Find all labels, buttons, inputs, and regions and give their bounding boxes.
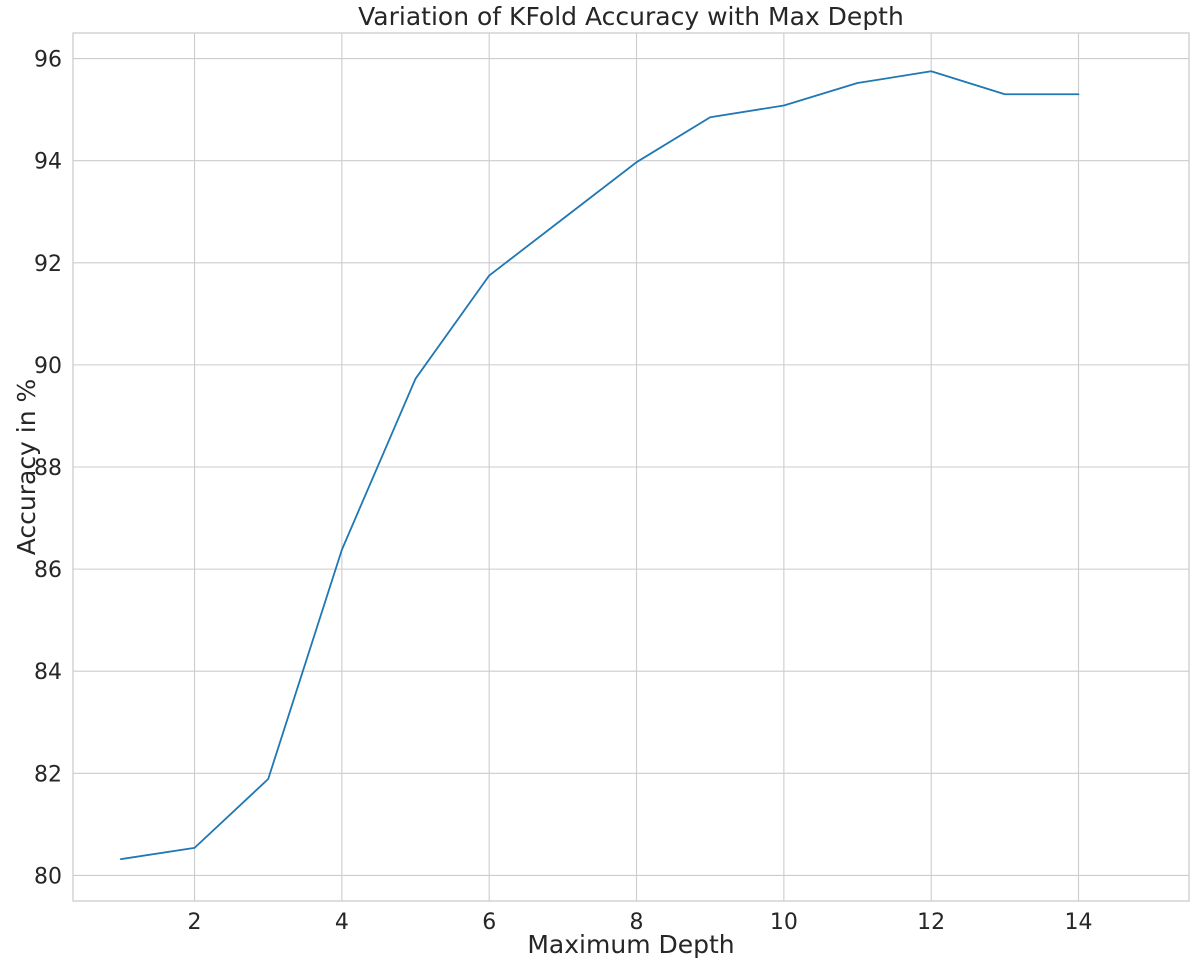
- x-tick-label: 4: [335, 910, 349, 935]
- x-tick-label: 6: [482, 910, 496, 935]
- x-tick-label: 14: [1065, 910, 1093, 935]
- x-tick-label: 2: [188, 910, 202, 935]
- y-tick-label: 82: [34, 762, 62, 787]
- y-tick-label: 92: [34, 252, 62, 277]
- y-tick-label: 94: [34, 150, 62, 175]
- x-tick-label: 8: [630, 910, 644, 935]
- chart-title: Variation of KFold Accuracy with Max Dep…: [358, 2, 904, 31]
- y-tick-label: 86: [34, 558, 62, 583]
- x-tick-labels: 2 4 6 8 10 12 14: [188, 910, 1093, 935]
- plot-frame: [72, 32, 1190, 902]
- y-tick-label: 90: [34, 354, 62, 379]
- x-tick-label: 10: [770, 910, 798, 935]
- series-line: [119, 70, 1080, 861]
- y-tick-label: 88: [34, 456, 62, 481]
- y-axis-label: Accuracy in %: [12, 379, 41, 556]
- y-tick-label: 80: [34, 864, 62, 889]
- y-tick-label: 84: [34, 660, 62, 685]
- horizontal-gridlines: [73, 57, 1189, 877]
- series-layer: [119, 70, 1080, 861]
- y-tick-label: 96: [34, 48, 62, 73]
- y-tick-labels: 80 82 84 86 88 90 92 94 96: [34, 48, 62, 890]
- x-tick-label: 12: [917, 910, 945, 935]
- x-axis-label: Maximum Depth: [527, 930, 734, 959]
